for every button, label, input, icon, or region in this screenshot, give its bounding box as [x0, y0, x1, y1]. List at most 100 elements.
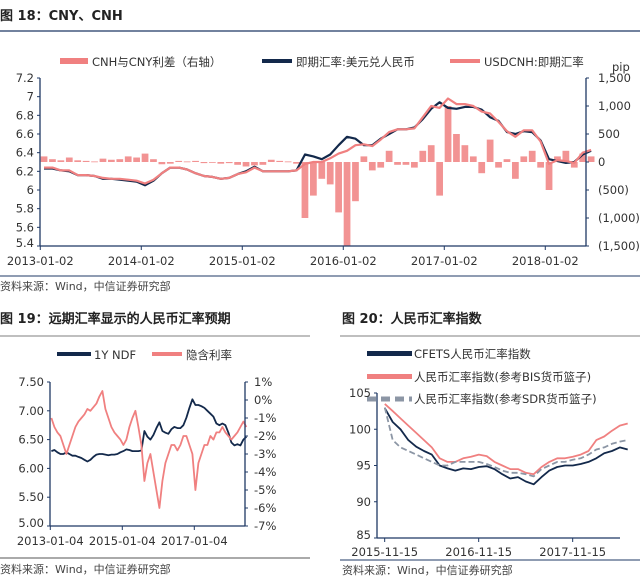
spread-bar [453, 134, 460, 162]
spread-bar [124, 156, 132, 162]
series-line-1 [44, 101, 592, 187]
x-tick-label: 2017-11-15 [539, 545, 606, 559]
y-tick-label: 6.2 [16, 164, 34, 178]
y2-tick-label: -5% [254, 483, 276, 497]
legend-label-spread: CNH与CNY利差（右轴） [92, 55, 221, 69]
legend-label-implied: 隐含利率 [186, 348, 232, 362]
y-tick-label: 5.00 [18, 516, 44, 530]
spread-bar [520, 156, 528, 162]
figure-20-title: 图 20：人民币汇率指数 [342, 311, 483, 327]
x-tick-label: 2016-11-15 [445, 545, 512, 559]
spread-bar [570, 162, 578, 168]
series-line-1 [384, 403, 628, 476]
spread-bar [141, 153, 149, 162]
spread-bar [242, 162, 250, 167]
figure-20-source: 资料来源：Wind，中信证券研究部 [342, 563, 513, 577]
legend-swatch-implied [152, 352, 182, 356]
spread-bar [402, 162, 410, 165]
legend-label-ndf: 1Y NDF [94, 348, 136, 362]
y2-tick-label: (1,500) [598, 239, 640, 253]
x-tick-label: 2013-01-02 [7, 254, 74, 268]
spread-bar [301, 162, 309, 218]
spread-bar [360, 156, 368, 162]
spread-bar [209, 162, 216, 163]
series-line-1 [50, 390, 248, 509]
spread-bar [65, 157, 73, 162]
y-tick-label: 6.50 [18, 433, 44, 447]
spread-bar [192, 160, 199, 162]
spread-bar [545, 162, 553, 190]
series-line-2 [44, 97, 592, 185]
y2-tick-label: 1% [254, 375, 272, 389]
spread-bar [537, 162, 544, 168]
y-tick-label: 7 [27, 90, 34, 104]
spread-bar [284, 161, 292, 163]
legend-swatch-bis [367, 374, 412, 379]
y-tick-label: 6.4 [16, 146, 34, 160]
spread-bar [183, 161, 191, 163]
legend: CFETS人民币汇率指数 人民币汇率指数(参考BIS货币篮子) 人民币汇率指数(… [367, 347, 597, 406]
spread-bar [251, 162, 258, 166]
legend-swatch-ndf [57, 352, 91, 356]
y2-tick-label: -7% [254, 519, 276, 533]
spread-bar [99, 158, 107, 162]
spread-bar [343, 162, 351, 246]
y-tick-label: 100 [349, 422, 371, 436]
spread-bar [326, 162, 334, 185]
figure-18-title: 图 18：CNY、CNH [0, 9, 123, 24]
spread-bar [486, 139, 494, 162]
y-tick-label: 6 [27, 183, 34, 197]
right-axis-unit: pip [612, 60, 630, 74]
spread-bar [427, 145, 435, 162]
spread-bar [158, 162, 166, 165]
y2-tick-label: 1,000 [598, 99, 631, 113]
legend-label-cny: 即期汇率:美元兑人民币 [296, 55, 415, 69]
y2-tick-label: -6% [254, 501, 276, 515]
x-tick-label: 2013-01-04 [17, 534, 84, 548]
y2-tick-label: 500 [598, 127, 620, 141]
series-line-0 [384, 407, 628, 486]
spread-bar [217, 162, 225, 164]
spread-bar [175, 160, 183, 162]
x-tick-label: 2015-01-02 [209, 254, 276, 268]
spread-bar [394, 162, 401, 165]
legend-swatch-cnh [450, 59, 480, 63]
spread-bar [587, 156, 595, 162]
legend-swatch-cfets [367, 351, 412, 356]
y-tick-label: 5.8 [16, 202, 34, 216]
y-tick-label: 5.6 [16, 220, 34, 234]
figure-18-source: 资料来源：Wind，中信证券研究部 [0, 279, 171, 293]
spread-bar [579, 153, 587, 162]
spread-bar [293, 162, 300, 164]
spread-bar [495, 162, 502, 168]
spread-bar [528, 150, 536, 162]
y-tick-label: 6.00 [18, 461, 44, 475]
legend: CNH与CNY利差（右轴） 即期汇率:美元兑人民币 USDCNH:即期汇率 [60, 55, 584, 69]
y2-tick-label: 0% [254, 393, 272, 407]
spread-bar [335, 162, 342, 213]
spread-bar [225, 162, 233, 164]
x-tick-label: 2014-01-02 [108, 254, 175, 268]
spread-bar [478, 162, 486, 174]
spread-bar [166, 162, 174, 164]
y-tick-label: 7.50 [18, 375, 44, 389]
y-tick-label: 105 [349, 386, 371, 400]
y-tick-label: 7.00 [18, 404, 44, 418]
spread-bar [469, 156, 477, 162]
spread-bar [276, 160, 284, 162]
legend-swatch-cny [262, 59, 292, 63]
legend: 1Y NDF 隐含利率 [57, 348, 232, 362]
spread-bar [368, 162, 376, 171]
y2-tick-label: (1,000) [598, 211, 640, 225]
spread-bar [57, 160, 65, 162]
y-tick-label: 7.2 [16, 71, 34, 85]
spread-bar [377, 162, 385, 168]
spread-bar [150, 159, 157, 162]
x-tick-label: 2017-01-04 [161, 534, 228, 548]
y2-tick-label: 0 [598, 155, 605, 169]
figure-18-plot: 7.2 7 6.8 6.6 6.4 6.2 6 5.8 5.6 5.4 1,500 1,000 500 0… [7, 71, 640, 268]
y-tick-label: 5.4 [16, 236, 34, 250]
y2-tick-label: 1,500 [598, 71, 631, 85]
y2-tick-label: -2% [254, 429, 276, 443]
legend-label-cnh: USDCNH:即期汇率 [484, 55, 584, 69]
